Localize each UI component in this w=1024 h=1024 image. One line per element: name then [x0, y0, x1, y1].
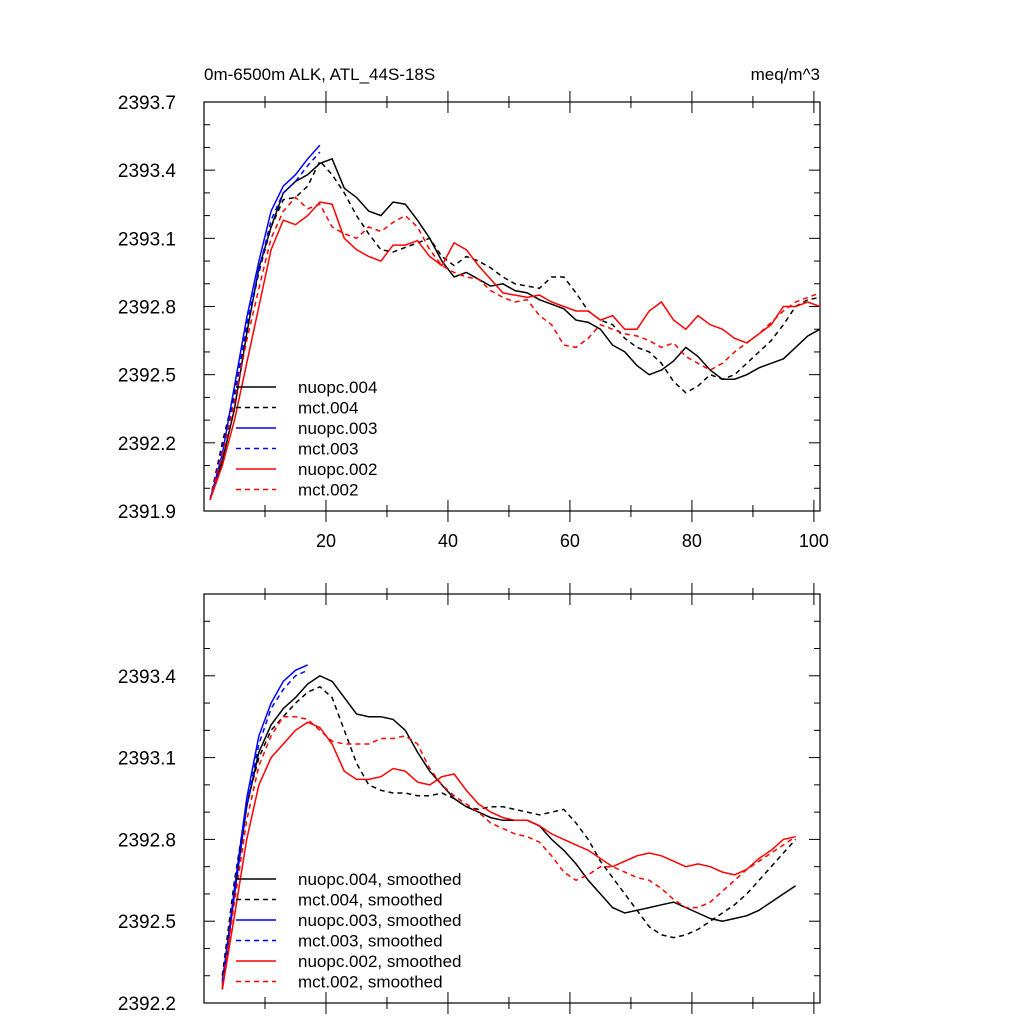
top-legend-label: mct.002 — [298, 481, 358, 500]
bottom-y-tick-label: 2392.5 — [118, 912, 176, 933]
top-axes: 20 40 60 80 100 2391.9 2392.2 2392.5 2392.8 2393.… — [118, 91, 829, 551]
bottom-legend-label: nuopc.002, smoothed — [298, 952, 462, 971]
bottom-y-tick-label: 2393.1 — [118, 749, 176, 770]
series-line-mct-002-smoothed — [221, 715, 797, 987]
bottom-axes: 2392.2 2392.5 2392.8 2393.1 2393.4 — [118, 583, 821, 1015]
series-line-nuopc-002-smoothed — [221, 721, 796, 990]
bottom-y-tick-label: 2392.8 — [118, 830, 176, 851]
series-line-mct-002 — [209, 196, 821, 500]
series-line-mct-004 — [209, 159, 821, 500]
top-legend-label: nuopc.002 — [298, 460, 377, 479]
bottom-chart-panel: 2392.2 2392.5 2392.8 2393.1 2393.4 nuopc.004… — [118, 583, 821, 1015]
bottom-legend-label: mct.002, smoothed — [298, 973, 443, 992]
bottom-plot-frame — [203, 593, 821, 1004]
top-legend-label: nuopc.004 — [298, 378, 377, 397]
bottom-series-group — [221, 664, 797, 990]
top-y-tick-label: 2392.2 — [118, 434, 176, 455]
top-chart-units: meq/m^3 — [751, 65, 820, 84]
series-line-nuopc-004-smoothed — [221, 674, 797, 990]
top-y-tick-label: 2392.5 — [118, 366, 176, 387]
series-line-nuopc-002 — [209, 201, 821, 500]
bottom-legend-label: nuopc.003, smoothed — [298, 911, 462, 930]
top-chart-panel: 0m-6500m ALK, ATL_44S-18S meq/m^3 20 40 60… — [118, 65, 829, 551]
top-x-tick-label: 20 — [316, 531, 336, 551]
series-line-nuopc-004 — [209, 157, 821, 500]
bottom-legend-label: nuopc.004, smoothed — [298, 870, 462, 889]
series-line-mct-003 — [209, 151, 321, 500]
top-x-tick-label: 60 — [560, 531, 580, 551]
series-line-nuopc-003-smoothed — [221, 664, 309, 984]
top-series-group — [209, 144, 821, 500]
top-y-tick-label: 2393.4 — [118, 161, 177, 182]
top-plot-frame — [203, 101, 821, 512]
top-y-tick-label: 2393.1 — [118, 229, 176, 250]
top-legend-label: mct.003 — [298, 440, 358, 459]
top-x-tick-label: 80 — [682, 531, 702, 551]
top-legend-label: nuopc.003 — [298, 419, 377, 438]
top-y-tick-label: 2392.8 — [118, 298, 176, 319]
bottom-legend-label: mct.004, smoothed — [298, 891, 443, 910]
top-x-tick-label: 40 — [438, 531, 458, 551]
top-x-tick-label: 100 — [799, 531, 829, 551]
top-legend-label: mct.004 — [298, 399, 358, 418]
top-y-tick-label: 2391.9 — [118, 502, 176, 523]
top-y-tick-label: 2393.7 — [118, 93, 176, 114]
bottom-legend-label: mct.003, smoothed — [298, 932, 443, 951]
top-chart-title: 0m-6500m ALK, ATL_44S-18S — [204, 65, 435, 84]
series-line-mct-004-smoothed — [221, 685, 797, 976]
bottom-y-tick-label: 2392.2 — [118, 994, 176, 1015]
bottom-y-tick-label: 2393.4 — [118, 667, 177, 688]
